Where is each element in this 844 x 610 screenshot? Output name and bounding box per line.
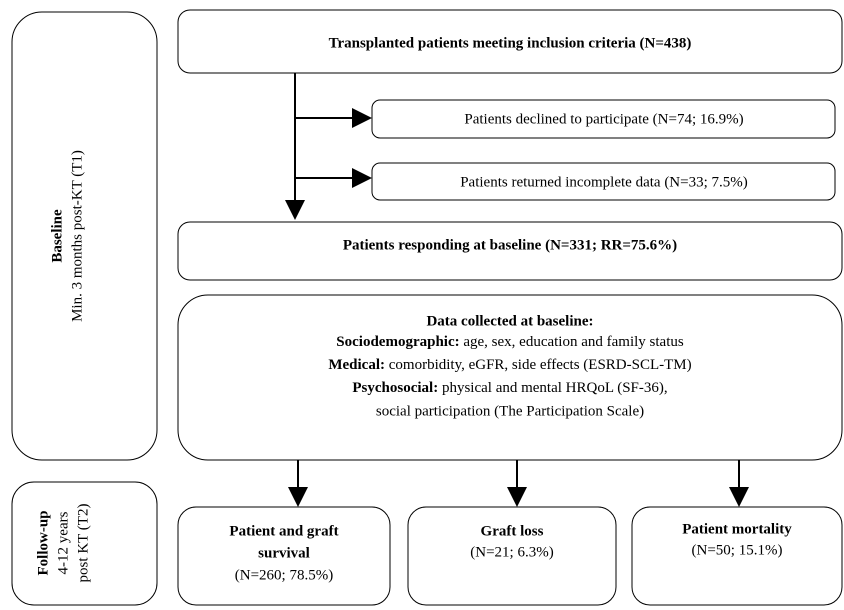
node-label: Patients returned incomplete data (N=33;… bbox=[460, 174, 748, 190]
phase-title: Follow-up bbox=[35, 510, 51, 575]
outcome-box bbox=[407, 506, 617, 606]
data-box bbox=[177, 294, 843, 461]
outcome-stat: (N=50; 15.1%) bbox=[692, 542, 783, 558]
node-label: Transplanted patients meeting inclusion … bbox=[329, 35, 692, 51]
node-box bbox=[177, 9, 843, 74]
node-label: Patients declined to participate (N=74; … bbox=[464, 111, 743, 127]
data-label: Medical: bbox=[328, 357, 385, 373]
data-line: Sociodemographic: age, sex, education an… bbox=[336, 334, 684, 350]
data-label: Sociodemographic: bbox=[336, 334, 459, 350]
outcome-stat: (N=21; 6.3%) bbox=[470, 544, 553, 560]
phase-box bbox=[11, 481, 158, 606]
outcome-label: survival bbox=[258, 545, 310, 561]
node-box bbox=[371, 162, 836, 201]
phase-text: post KT (T2) bbox=[75, 504, 91, 583]
data-line: Medical: comorbidity, eGFR, side effects… bbox=[328, 357, 691, 373]
outcome-label: Patient and graft bbox=[229, 523, 338, 539]
data-title: Data collected at baseline: bbox=[426, 313, 593, 329]
data-text: physical and mental HRQoL (SF-36), bbox=[438, 380, 667, 396]
phase-text: 4-12 years bbox=[55, 511, 71, 574]
outcome-box bbox=[177, 506, 391, 606]
node-label: Patients responding at baseline (N=331; … bbox=[343, 237, 677, 253]
data-text: comorbidity, eGFR, side effects (ESRD-SC… bbox=[385, 357, 692, 373]
data-text: age, sex, education and family status bbox=[460, 334, 684, 350]
data-line: social participation (The Participation … bbox=[376, 403, 644, 419]
outcome-box bbox=[631, 506, 843, 606]
phase-box bbox=[11, 11, 158, 461]
node-box bbox=[371, 99, 836, 139]
data-label: Psychosocial: bbox=[352, 380, 438, 396]
node-box bbox=[177, 221, 843, 281]
outcome-stat: (N=260; 78.5%) bbox=[235, 567, 333, 583]
phase-text: Min. 3 months post-KT (T1) bbox=[69, 150, 85, 322]
outcome-label: Patient mortality bbox=[682, 521, 792, 537]
outcome-label: Graft loss bbox=[481, 523, 544, 539]
phase-title: Baseline bbox=[49, 209, 65, 263]
data-line: Psychosocial: physical and mental HRQoL … bbox=[352, 380, 667, 396]
